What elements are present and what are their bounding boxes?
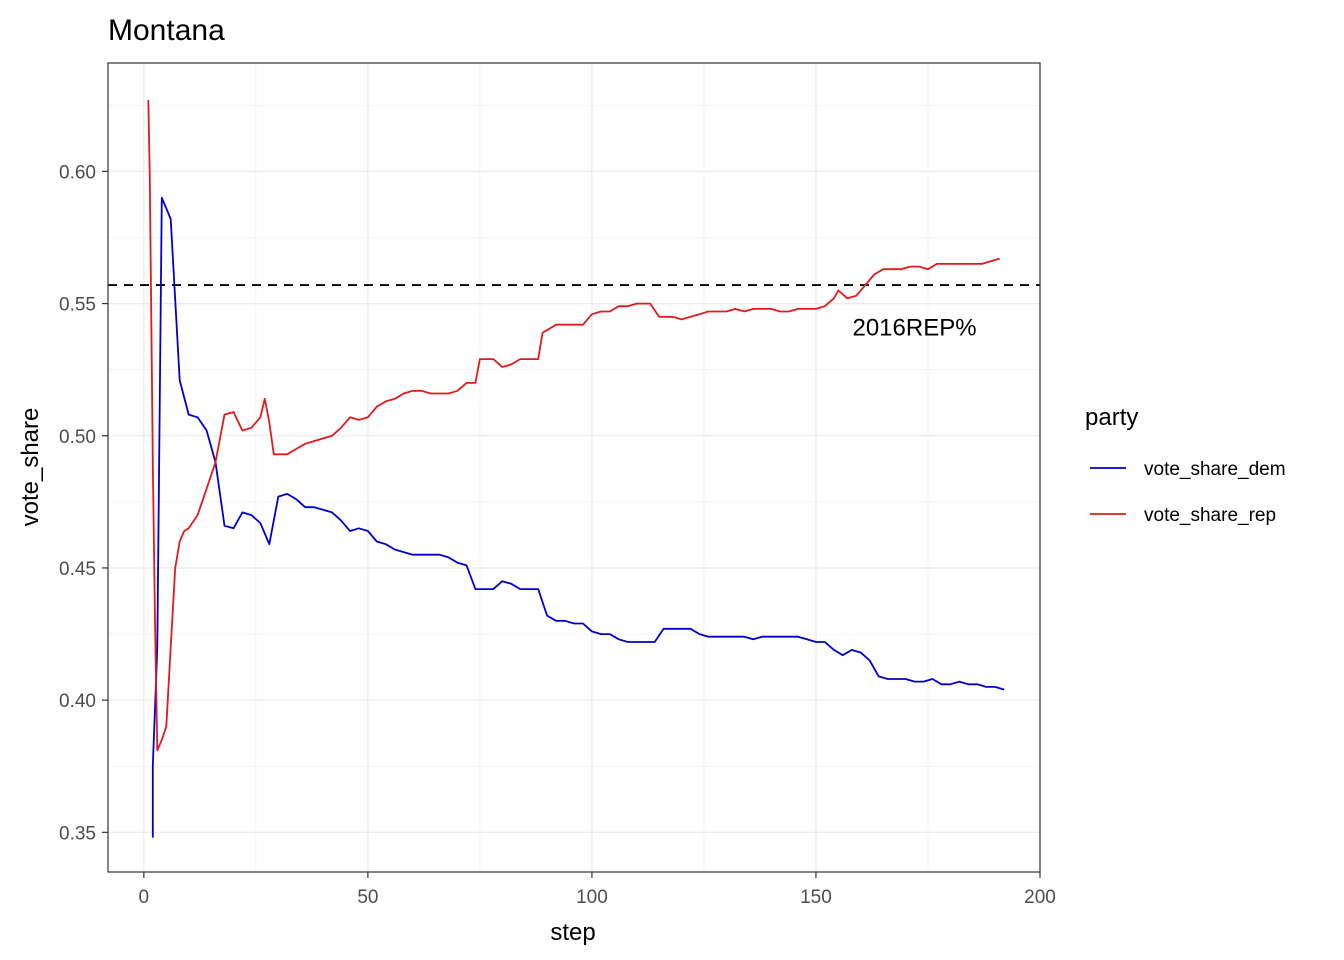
plot-panel-border: [107, 62, 1041, 873]
y-tick-label: 0.55: [59, 295, 96, 316]
annotation-2016rep: 2016REP%: [852, 314, 976, 341]
y-tick-label: 0.50: [59, 427, 96, 448]
y-tick-label: 0.60: [59, 162, 96, 183]
x-tick-label: 0: [139, 887, 150, 908]
x-tick-label: 200: [1024, 887, 1056, 908]
series-layer: [147, 99, 1005, 838]
y-tick-label: 0.40: [59, 691, 96, 712]
y-axis-title: vote_share: [17, 408, 44, 527]
legend: party vote_share_dem vote_share_rep: [1085, 404, 1286, 526]
series-line-vote-share-rep: [147, 99, 1000, 752]
y-tick-label: 0.35: [59, 823, 96, 844]
y-tick-label: 0.45: [59, 559, 96, 580]
x-axis-title: step: [550, 919, 595, 946]
major-gridlines: [108, 63, 1041, 872]
minor-gridlines: [108, 63, 1040, 872]
legend-title: party: [1085, 404, 1138, 431]
legend-label-vote-share-rep: vote_share_rep: [1144, 505, 1276, 526]
series-line-vote-share-dem: [151, 196, 1005, 838]
y-axis-ticks: 0.35 0.40 0.45 0.50 0.55 0.60: [59, 162, 108, 844]
legend-label-vote-share-dem: vote_share_dem: [1144, 459, 1286, 480]
chart-title: Montana: [108, 14, 225, 47]
x-tick-label: 100: [576, 887, 608, 908]
x-axis-ticks: 0 50 100 150 200: [139, 872, 1056, 908]
x-tick-label: 150: [800, 887, 832, 908]
x-tick-label: 50: [357, 887, 378, 908]
